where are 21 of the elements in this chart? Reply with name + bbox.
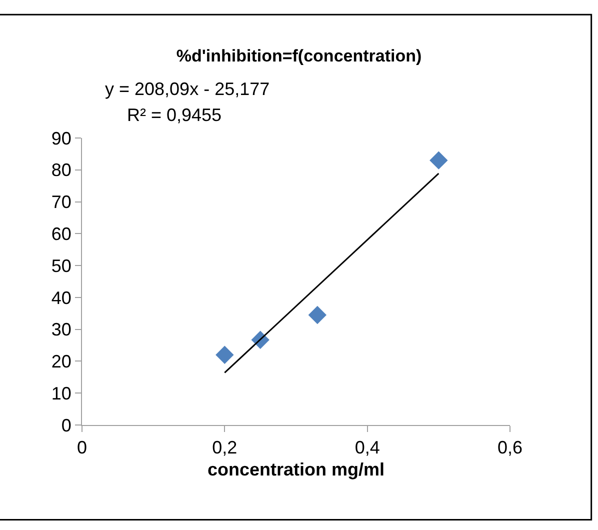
- chart-title: %d'inhibition=f(concentration): [176, 46, 422, 66]
- x-tick-label: 0,6: [497, 438, 523, 458]
- x-tick-label: 0,4: [354, 438, 380, 458]
- y-tick-label: 20: [51, 352, 72, 372]
- y-tick-label: 60: [51, 224, 72, 244]
- y-tick-label: 40: [51, 288, 72, 308]
- y-tick-label: 90: [51, 128, 72, 148]
- y-tick-label: 30: [51, 320, 72, 340]
- point: [308, 306, 326, 324]
- y-tick-label: 10: [51, 383, 72, 404]
- point: [216, 346, 234, 364]
- x-axis-title: concentration mg/ml: [207, 460, 385, 480]
- x-tick-label: 0: [76, 438, 88, 458]
- y-tick-label: 0: [61, 415, 72, 436]
- point: [430, 151, 448, 170]
- y-tick-label: 70: [51, 192, 72, 212]
- y-tick-label: 80: [51, 160, 72, 180]
- text: y = 208,09x - 25,177: [105, 79, 270, 99]
- x-tick-label: 0,2: [212, 438, 238, 458]
- y-tick-label: 50: [51, 256, 72, 276]
- text: R² = 0,9455: [127, 105, 222, 125]
